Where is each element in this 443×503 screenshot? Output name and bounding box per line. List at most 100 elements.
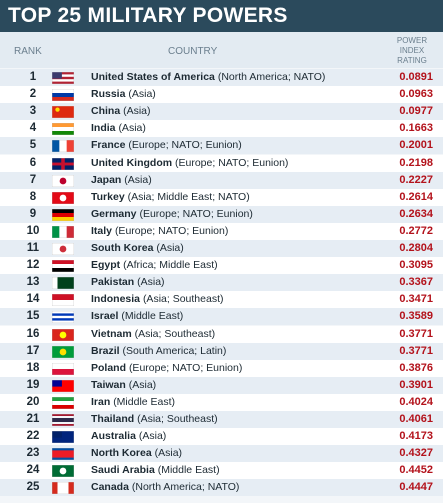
rank: 18: [26, 361, 40, 374]
table-row: 25 Canada (North America; NATO) 0.4447: [0, 479, 443, 497]
flag: [52, 157, 74, 170]
flag-stripe: [52, 79, 74, 82]
rating: 0.4173: [399, 430, 433, 443]
flag-stripe: [52, 482, 58, 495]
rating: 0.4024: [399, 395, 433, 408]
country: Taiwan (Asia): [91, 377, 156, 394]
flag-stripe: [52, 418, 74, 421]
country-name: United States of America: [91, 71, 215, 83]
table-row: 11 South Korea (Asia) 0.2804: [0, 240, 443, 257]
country-region: (South America; Latin): [122, 344, 227, 357]
flag: [52, 225, 74, 238]
column-header: RANK COUNTRY POWER INDEX RATING: [0, 32, 443, 68]
rating: 0.4327: [399, 447, 433, 460]
flag-emblem: [55, 107, 60, 112]
flag-stripe: [52, 294, 74, 301]
flag-stripe: [66, 140, 74, 153]
flag-stripe: [52, 264, 74, 269]
flag-stripe: [52, 416, 74, 419]
table-row: 24 Saudi Arabia (Middle East) 0.4452: [0, 462, 443, 480]
table-row: 21 Thailand (Asia; Southeast) 0.4061: [0, 411, 443, 428]
rating: 0.2198: [399, 156, 433, 169]
rank: 17: [26, 344, 40, 357]
flag: [52, 311, 74, 324]
country: Vietnam (Asia; Southeast): [91, 326, 215, 343]
table-row: 16 Vietnam (Asia; Southeast) 0.3771: [0, 325, 443, 343]
country-name: Pakistan: [91, 276, 135, 289]
country-region: (North America; NATO): [217, 71, 326, 83]
flag-stripe: [52, 97, 74, 102]
rating: 0.3876: [399, 361, 433, 374]
flag-canton: [52, 431, 62, 438]
flag-canton: [52, 379, 62, 387]
rating: 0.3589: [399, 310, 433, 323]
rating: 0.4452: [399, 464, 433, 477]
country: Turkey (Asia; Middle East; NATO): [91, 189, 250, 206]
flag-stripe: [63, 277, 69, 290]
flag-stripe: [52, 208, 74, 214]
country: North Korea (Asia): [91, 445, 182, 462]
flag-stripe: [52, 368, 74, 375]
country-name: Thailand: [91, 413, 135, 425]
table-row: 17 Brazil (South America; Latin) 0.3771: [0, 342, 443, 360]
table-row: 12 Egypt (Africa; Middle East) 0.3095: [0, 257, 443, 275]
flag-stripe: [52, 313, 74, 317]
country-name: Turkey: [91, 190, 125, 203]
country-region: (Asia; Southeast): [137, 413, 218, 425]
flag-stripe: [52, 131, 74, 136]
flag: [52, 89, 74, 102]
table-row: 14 Indonesia (Asia; Southeast) 0.3471: [0, 291, 443, 309]
flag-stripe: [52, 268, 74, 273]
country-region: (Europe; NATO; Eunion): [175, 156, 289, 169]
table-row: 1 United States of America (North America…: [0, 69, 443, 86]
country-name: Australia: [91, 430, 136, 443]
rating: 0.2614: [399, 190, 433, 203]
country: Egypt (Africa; Middle East): [91, 257, 218, 274]
country-region: (Asia): [123, 105, 151, 118]
rank: 16: [26, 327, 40, 340]
rating: 0.2772: [399, 224, 433, 237]
country-name: Brazil: [91, 344, 120, 357]
flag-emblem: [59, 177, 67, 184]
flag-emblem: [59, 467, 67, 475]
flag-stripe: [59, 140, 67, 153]
rating: 0.3367: [399, 276, 433, 289]
rank: 15: [26, 310, 40, 323]
flag: [52, 106, 74, 119]
flag-stripe: [52, 212, 74, 218]
rank: 7: [29, 173, 37, 186]
flag-stripe: [59, 225, 67, 238]
flag-stripe: [52, 457, 74, 461]
country: United States of America (North America;…: [91, 69, 325, 86]
country-name: Iran: [91, 395, 111, 408]
country: India (Asia): [91, 120, 146, 137]
flag-field: [52, 106, 74, 119]
flag-stripe: [52, 76, 74, 80]
country-name: Israel: [91, 310, 119, 323]
rank: 3: [29, 105, 37, 118]
table-row: 22 Australia (Asia) 0.4173: [0, 428, 443, 446]
rating: 0.2634: [399, 207, 433, 220]
rank: 25: [26, 481, 40, 494]
flag: [52, 208, 74, 221]
country-region: (Europe; NATO; Eunion): [128, 139, 242, 152]
rating: 0.2227: [399, 173, 433, 186]
table-row: 23 North Korea (Asia) 0.4327: [0, 445, 443, 463]
column-rank: RANK: [14, 46, 42, 57]
country: Thailand (Asia; Southeast): [91, 411, 218, 428]
rating: 0.4447: [399, 481, 433, 494]
column-rating: POWER INDEX RATING: [396, 36, 428, 65]
country-name: Russia: [91, 88, 126, 101]
rating: 0.2001: [399, 139, 433, 152]
country-name: Canada: [91, 481, 129, 494]
rating: 0.2804: [399, 242, 433, 254]
flag: [52, 362, 74, 375]
country-region: (Asia; Southeast): [142, 293, 224, 306]
table-row: 3 China (Asia) 0.0977: [0, 103, 443, 121]
flag: [52, 345, 74, 358]
flag-emblem: [59, 331, 67, 338]
country: Indonesia (Asia; Southeast): [91, 291, 223, 308]
flag: [52, 328, 74, 341]
rating: 0.3771: [399, 327, 433, 340]
